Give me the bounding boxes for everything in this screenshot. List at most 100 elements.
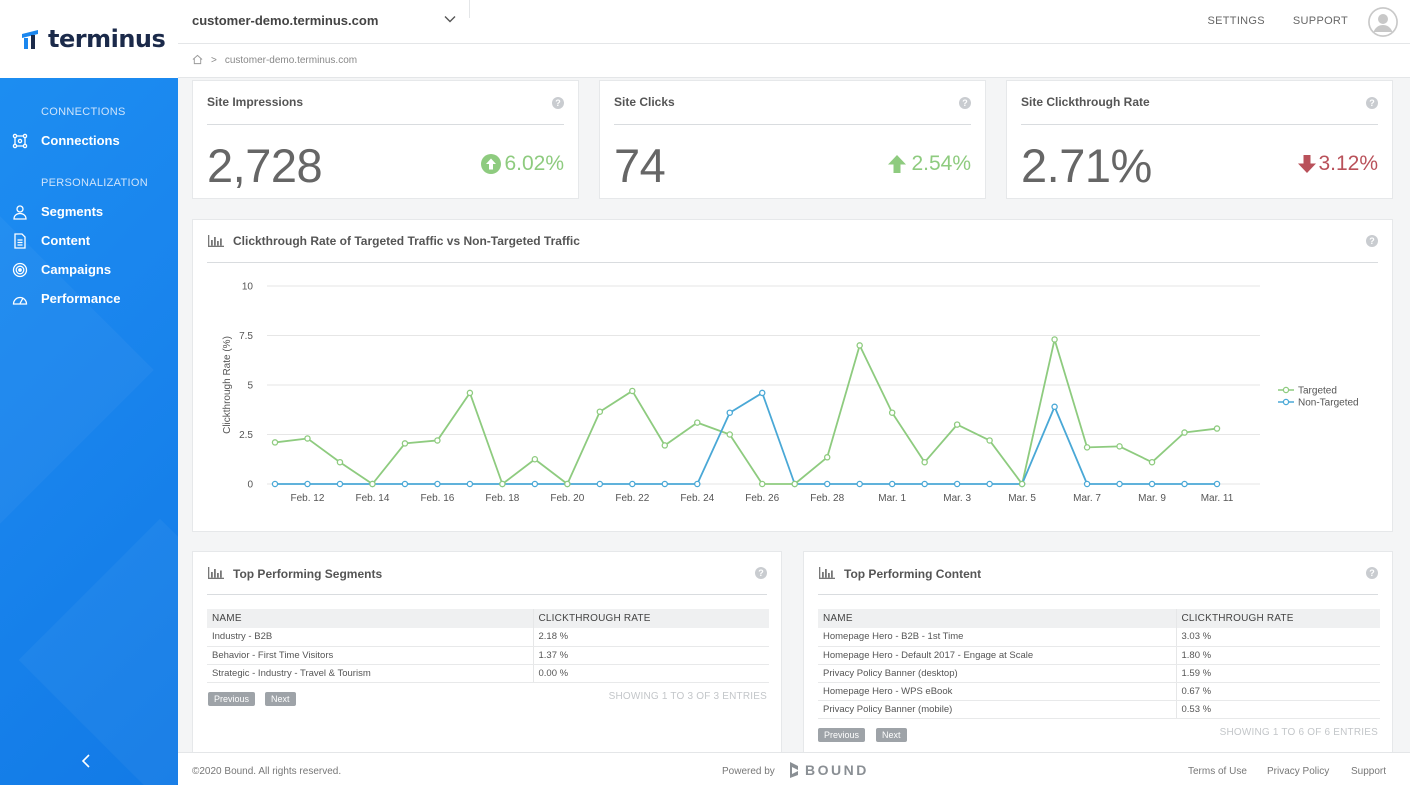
legend-label: Targeted [1298, 386, 1337, 397]
segments-card: Top Performing Segments ? NAME CLICKTHRO… [192, 551, 782, 753]
sidebar: terminus CONNECTIONS Connections PERSONA… [0, 0, 178, 785]
footer: ©2020 Bound. All rights reserved. Powere… [178, 752, 1410, 785]
data-point [694, 419, 701, 426]
data-point [856, 342, 863, 349]
breadcrumb-site[interactable]: customer-demo.terminus.com [224, 55, 358, 66]
data-point [466, 389, 474, 397]
data-point [1083, 480, 1091, 488]
previous-button[interactable]: Previous [818, 728, 866, 742]
sidebar-decoration [18, 518, 178, 785]
y-tick-label: 10 [242, 282, 254, 293]
table-row: Behavior - First Time Visitors 1.37 % [207, 646, 769, 665]
site-selector-value: customer-demo.terminus.com [192, 13, 379, 28]
previous-button[interactable]: Previous [208, 692, 256, 706]
column-header-name[interactable]: NAME [818, 609, 1176, 628]
data-point [336, 458, 344, 466]
x-tick-label: Feb. 20 [550, 493, 584, 504]
chart-card: Clickthrough Rate of Targeted Traffic vs… [192, 219, 1393, 532]
data-point [986, 480, 993, 488]
next-button[interactable]: Next [265, 692, 296, 706]
privacy-link[interactable]: Privacy Policy [1267, 766, 1330, 777]
sidebar-item-performance[interactable]: Performance [0, 284, 178, 313]
entries-info: SHOWING 1 TO 3 OF 3 ENTRIES [608, 691, 767, 702]
nav-section-personalization: PERSONALIZATION [41, 177, 148, 189]
kpi-change: 2.54% [887, 152, 971, 176]
help-icon[interactable]: ? [959, 97, 971, 109]
next-button[interactable]: Next [876, 728, 907, 742]
content-table: NAME CLICKTHROUGH RATE Homepage Hero - B… [818, 609, 1380, 719]
kpi-change: 3.12% [1297, 152, 1378, 176]
data-point [1213, 425, 1221, 432]
sidebar-item-segments[interactable]: Segments [0, 197, 178, 226]
column-header-ctr[interactable]: CLICKTHROUGH RATE [532, 609, 769, 628]
divider [469, 0, 470, 18]
segments-title: Top Performing Segments [233, 567, 383, 581]
x-tick-label: Mar. 1 [878, 493, 906, 504]
support-footer-link[interactable]: Support [1351, 766, 1387, 777]
column-header-ctr[interactable]: CLICKTHROUGH RATE [1175, 609, 1380, 628]
content-ctr: 1.59 % [1175, 664, 1380, 683]
data-point [369, 480, 376, 488]
help-icon[interactable]: ? [1366, 235, 1378, 247]
content-name: Privacy Policy Banner (desktop) [818, 664, 1176, 683]
sidebar-item-campaigns[interactable]: Campaigns [0, 255, 178, 284]
kpi-change-value: 6.02% [504, 152, 564, 175]
data-point [1148, 480, 1156, 488]
x-tick-label: Feb. 26 [745, 493, 779, 504]
data-point [1116, 443, 1123, 450]
sidebar-item-label: Segments [41, 204, 104, 219]
data-point [596, 408, 604, 415]
connections-icon [12, 133, 28, 149]
logo[interactable]: terminus [0, 0, 178, 78]
data-point [888, 480, 896, 488]
data-point [1018, 480, 1026, 488]
help-icon[interactable]: ? [1366, 97, 1378, 109]
data-point [758, 480, 766, 488]
x-tick-label: Mar. 11 [1201, 493, 1234, 504]
terms-link[interactable]: Terms of Use [1188, 766, 1247, 777]
segment-name: Behavior - First Time Visitors [207, 646, 533, 665]
data-point [596, 480, 604, 488]
legend-marker [1282, 386, 1290, 394]
bar-chart-icon [208, 567, 224, 579]
data-point [629, 387, 636, 395]
data-point [694, 480, 701, 488]
collapse-sidebar-chevron-left-icon[interactable] [80, 752, 92, 775]
help-icon[interactable]: ? [552, 97, 564, 109]
divider [207, 262, 1378, 263]
breadcrumb: > customer-demo.terminus.com [178, 44, 1410, 78]
kpi-value: 2.71% [1021, 139, 1152, 192]
site-selector[interactable]: customer-demo.terminus.com [192, 13, 456, 28]
chart-title: Clickthrough Rate of Targeted Traffic vs… [233, 234, 580, 248]
help-icon[interactable]: ? [755, 567, 767, 579]
bound-logo-icon [790, 762, 798, 778]
kpi-change-value: 2.54% [911, 152, 971, 175]
table-row: Homepage Hero - B2B - 1st Time 3.03 % [818, 628, 1380, 647]
home-icon[interactable] [192, 54, 203, 68]
clickthrough-line-chart: 0 2.5 5 7.5 10 Clickthrough Rate (%) Feb. 12 Fe… [222, 282, 1359, 505]
data-point [791, 480, 798, 488]
segment-ctr: 1.37 % [532, 646, 769, 665]
settings-link[interactable]: SETTINGS [1207, 15, 1265, 27]
column-header-name[interactable]: NAME [207, 609, 533, 628]
content-ctr: 3.03 % [1175, 628, 1380, 647]
help-icon[interactable]: ? [1366, 567, 1378, 579]
avatar[interactable] [1368, 7, 1398, 37]
sidebar-item-content[interactable]: Content [0, 226, 178, 255]
bar-chart-icon [208, 235, 224, 247]
data-point [304, 480, 311, 488]
table-row: Privacy Policy Banner (mobile) 0.53 % [818, 700, 1380, 719]
series-line-non-targeted [275, 392, 1217, 485]
y-tick-label: 2.5 [239, 430, 253, 441]
sidebar-item-connections[interactable]: Connections [0, 126, 178, 155]
x-tick-label: Mar. 9 [1138, 493, 1166, 504]
x-tick-label: Feb. 16 [420, 493, 454, 504]
data-point [726, 409, 734, 416]
bound-logo[interactable]: BOUND [788, 762, 869, 778]
sidebar-item-label: Campaigns [41, 262, 112, 277]
data-point [921, 458, 928, 466]
gauge-icon [12, 291, 28, 307]
support-link[interactable]: SUPPORT [1292, 15, 1348, 27]
data-point [823, 454, 831, 461]
data-point [499, 480, 506, 488]
